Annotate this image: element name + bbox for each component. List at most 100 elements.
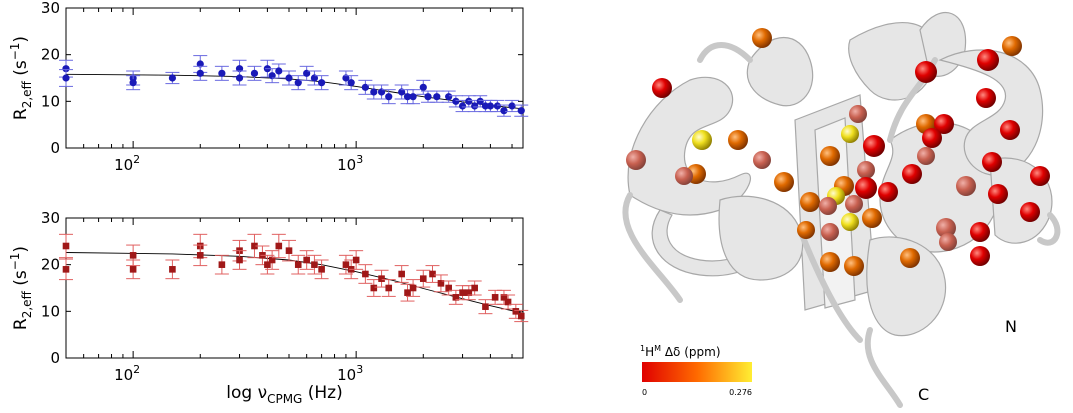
data-point — [232, 70, 247, 86]
marker — [303, 69, 311, 77]
data-point — [448, 95, 463, 108]
marker — [482, 303, 489, 310]
data-point — [291, 75, 306, 91]
marker — [404, 289, 411, 296]
marker — [236, 256, 243, 264]
marker — [268, 72, 276, 80]
data-point — [433, 274, 448, 293]
marker — [465, 289, 473, 296]
data-point — [358, 264, 373, 284]
data-point — [338, 254, 353, 275]
marker — [445, 284, 452, 292]
marker — [403, 93, 412, 101]
data-point — [406, 89, 421, 105]
marker — [409, 93, 417, 101]
n-terminus-label: N — [1005, 317, 1017, 336]
marker — [452, 294, 460, 301]
data-point — [271, 233, 286, 259]
marker — [424, 93, 432, 101]
colorbar-title: 1HM Δδ (ppm) — [640, 344, 721, 359]
marker — [433, 93, 441, 101]
y-tick-label: 10 — [41, 302, 60, 320]
marker — [129, 79, 137, 87]
y-tick-label: 20 — [41, 256, 60, 274]
marker — [471, 102, 479, 110]
marker — [361, 83, 369, 91]
marker — [409, 284, 417, 292]
marker — [62, 242, 70, 250]
marker — [303, 256, 310, 264]
x-tick-label: 102 — [114, 153, 140, 174]
data-point — [282, 70, 297, 86]
marker — [481, 102, 490, 110]
marker — [377, 88, 386, 96]
data-point — [299, 250, 314, 270]
marker — [500, 107, 508, 115]
marker — [318, 266, 325, 273]
marker — [398, 270, 405, 278]
marker — [318, 79, 326, 87]
c-terminus-label: C — [918, 385, 929, 404]
marker — [235, 74, 244, 82]
data-point — [247, 65, 262, 81]
marker — [129, 266, 137, 273]
y-tick-label: 10 — [41, 92, 60, 110]
data-point — [271, 63, 286, 79]
data-point — [400, 283, 415, 302]
data-point — [505, 99, 520, 113]
data-point — [126, 75, 141, 91]
y-tick-label: 20 — [41, 46, 60, 64]
marker — [62, 65, 70, 73]
colorbar-max-label: 0.276 — [729, 388, 752, 397]
protein-structure-figure: N C 1HM Δδ (ppm) 0 0.276 — [622, 12, 1061, 408]
data-point — [429, 90, 444, 103]
chart-panel-2: 0 10 20 30 102 103 R2,eff (s−1) log νCPMG (Hz) — [8, 209, 529, 406]
x-axis-label: log νCPMG (Hz) — [226, 383, 342, 406]
data-point — [59, 233, 73, 259]
data-point — [59, 258, 73, 281]
y-axis-label: R2,eff (s−1) — [8, 36, 34, 120]
marker — [465, 97, 473, 105]
marker — [378, 275, 385, 282]
data-point — [59, 69, 73, 87]
x-tick-label: 103 — [337, 363, 363, 384]
data-point — [514, 309, 529, 323]
marker — [310, 74, 319, 82]
marker — [268, 256, 276, 264]
marker — [311, 261, 318, 268]
marker — [275, 67, 283, 75]
data-point — [282, 239, 297, 262]
ribbon-loops — [622, 42, 1061, 408]
data-point — [488, 289, 503, 305]
marker — [275, 242, 283, 250]
cpmg-dispersion-charts: 0 10 20 30 102 103 R2,eff (s−1) 0 10 20 30 102 103 R2… — [8, 0, 529, 406]
chart-panel-1: 0 10 20 30 102 103 R2,eff (s−1) — [8, 0, 529, 174]
plot-frame — [65, 217, 524, 359]
y-tick-label: 30 — [41, 209, 60, 227]
data-point — [358, 79, 373, 95]
data-point — [349, 250, 364, 270]
marker — [486, 102, 495, 110]
data-point — [416, 269, 431, 288]
marker — [500, 294, 508, 301]
data-point — [126, 259, 141, 280]
marker — [294, 261, 302, 268]
x-tick-label: 103 — [337, 153, 363, 174]
y-tick-label: 30 — [41, 0, 60, 17]
marker — [517, 107, 525, 115]
data-point — [193, 65, 208, 81]
marker — [196, 69, 204, 77]
marker — [196, 252, 204, 259]
data-point — [514, 104, 529, 117]
data-point — [478, 299, 493, 315]
marker — [458, 102, 467, 110]
marker — [491, 294, 499, 301]
y-axis-label: R2,eff (s−1) — [8, 246, 34, 330]
marker — [285, 247, 293, 254]
marker — [370, 88, 378, 96]
colorbar-gradient — [642, 362, 752, 382]
marker — [429, 270, 436, 278]
data-point — [314, 75, 329, 91]
marker — [517, 312, 525, 320]
marker — [168, 74, 177, 82]
